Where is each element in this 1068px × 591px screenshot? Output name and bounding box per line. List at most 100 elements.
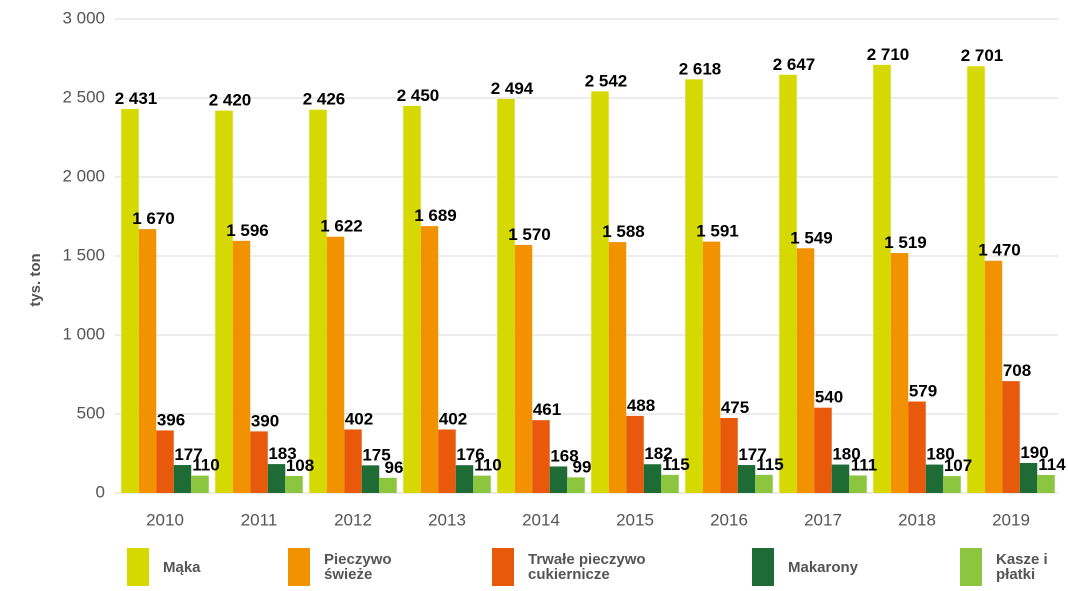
bar <box>1002 381 1020 493</box>
chart: tys. ton 0 500 1 000 1 500 2 000 2 500 3 000 20… <box>27 8 1066 529</box>
bar <box>925 464 944 493</box>
data-label: 177 <box>174 445 202 464</box>
bar <box>943 476 961 493</box>
bar <box>138 229 157 493</box>
data-label: 108 <box>286 456 314 475</box>
bar <box>720 417 738 493</box>
data-label: 396 <box>157 410 185 429</box>
data-label: 2 701 <box>961 46 1004 65</box>
legend-item: Kasze i płatki <box>960 548 1068 586</box>
bar <box>796 248 815 493</box>
data-label: 180 <box>832 445 860 464</box>
bar <box>309 109 327 493</box>
data-label: 1 591 <box>696 222 739 241</box>
x-tick-label: 2011 <box>241 510 278 529</box>
y-tick-label: 0 <box>96 482 105 501</box>
bar <box>549 466 568 493</box>
bar <box>191 475 209 493</box>
data-label: 1 570 <box>508 225 551 244</box>
data-label: 183 <box>268 444 296 463</box>
y-tick-label: 1 000 <box>62 324 105 343</box>
y-tick-label: 2 500 <box>62 87 105 106</box>
bar <box>403 105 421 494</box>
data-label: 2 542 <box>585 71 628 90</box>
bar <box>831 464 850 493</box>
data-label: 2 426 <box>303 90 346 109</box>
bar <box>250 431 268 493</box>
data-label: 708 <box>1003 361 1031 380</box>
legend-label: Mąka <box>163 558 201 576</box>
data-label: 461 <box>533 400 561 419</box>
data-label: 110 <box>192 456 219 475</box>
y-axis-title: tys. ton <box>27 253 44 306</box>
x-tick-label: 2018 <box>898 510 936 529</box>
bar <box>1037 474 1055 493</box>
data-label: 2 647 <box>773 55 816 74</box>
data-label: 115 <box>756 455 783 474</box>
data-label: 540 <box>815 388 843 407</box>
legend-item: Mąka <box>127 548 201 586</box>
data-label: 1 549 <box>790 228 833 247</box>
data-label: 1 588 <box>602 222 645 241</box>
x-tick-label: 2016 <box>710 510 748 529</box>
data-label: 1 519 <box>884 233 927 252</box>
data-label: 182 <box>644 444 672 463</box>
bar <box>643 464 662 493</box>
bar <box>121 108 139 493</box>
bar <box>326 236 345 493</box>
bar <box>814 407 832 493</box>
data-label: 2 431 <box>115 89 158 108</box>
x-tick-label: 2012 <box>334 510 372 529</box>
data-label: 180 <box>926 445 954 464</box>
bar <box>685 79 703 493</box>
bar <box>361 465 380 493</box>
data-label: 1 689 <box>414 206 457 225</box>
bar <box>455 465 474 493</box>
legend-swatch <box>288 548 310 586</box>
legend-label: Makarony <box>788 558 859 576</box>
bar <box>661 474 679 493</box>
legend-label: Pieczywo świeże <box>324 551 392 583</box>
bar <box>626 415 644 493</box>
x-tick-label: 2019 <box>992 510 1030 529</box>
legend-swatch <box>752 548 774 586</box>
data-label: 110 <box>474 456 501 475</box>
x-tick-label: 2017 <box>804 510 842 529</box>
bar <box>908 401 926 493</box>
data-label: 2 710 <box>867 45 910 64</box>
data-label: 111 <box>851 455 878 474</box>
y-tick-label: 3 000 <box>62 8 105 27</box>
data-label: 190 <box>1020 443 1048 462</box>
bar <box>890 252 909 493</box>
data-label: 2 494 <box>491 79 534 98</box>
data-label: 114 <box>1038 455 1066 474</box>
data-label: 1 596 <box>226 221 269 240</box>
bar <box>215 110 233 493</box>
bar <box>608 242 627 493</box>
bar <box>849 475 867 493</box>
legend-item: Makarony <box>752 548 858 586</box>
bar <box>514 244 533 493</box>
data-label: 175 <box>362 445 390 464</box>
data-label: 390 <box>251 411 279 430</box>
data-label: 99 <box>573 457 592 476</box>
data-label: 1 470 <box>978 241 1021 260</box>
bar <box>232 240 251 493</box>
x-tick-label: 2015 <box>616 510 654 529</box>
data-label: 2 618 <box>679 59 722 78</box>
legend-label: Kasze i płatki <box>996 551 1048 583</box>
bar <box>755 474 773 493</box>
data-label: 2 450 <box>397 86 440 105</box>
y-tick-label: 500 <box>77 403 105 422</box>
bar <box>379 477 397 493</box>
legend-item: Trwałe pieczywo cukiernicze <box>492 548 708 586</box>
data-label: 115 <box>662 455 689 474</box>
data-label: 177 <box>738 445 766 464</box>
bar <box>497 98 515 493</box>
data-label: 475 <box>721 398 749 417</box>
bar <box>737 465 756 493</box>
data-label: 96 <box>385 458 404 477</box>
data-label: 579 <box>909 382 937 401</box>
legend-item: Pieczywo świeże <box>288 548 444 586</box>
data-label: 1 622 <box>320 217 363 236</box>
